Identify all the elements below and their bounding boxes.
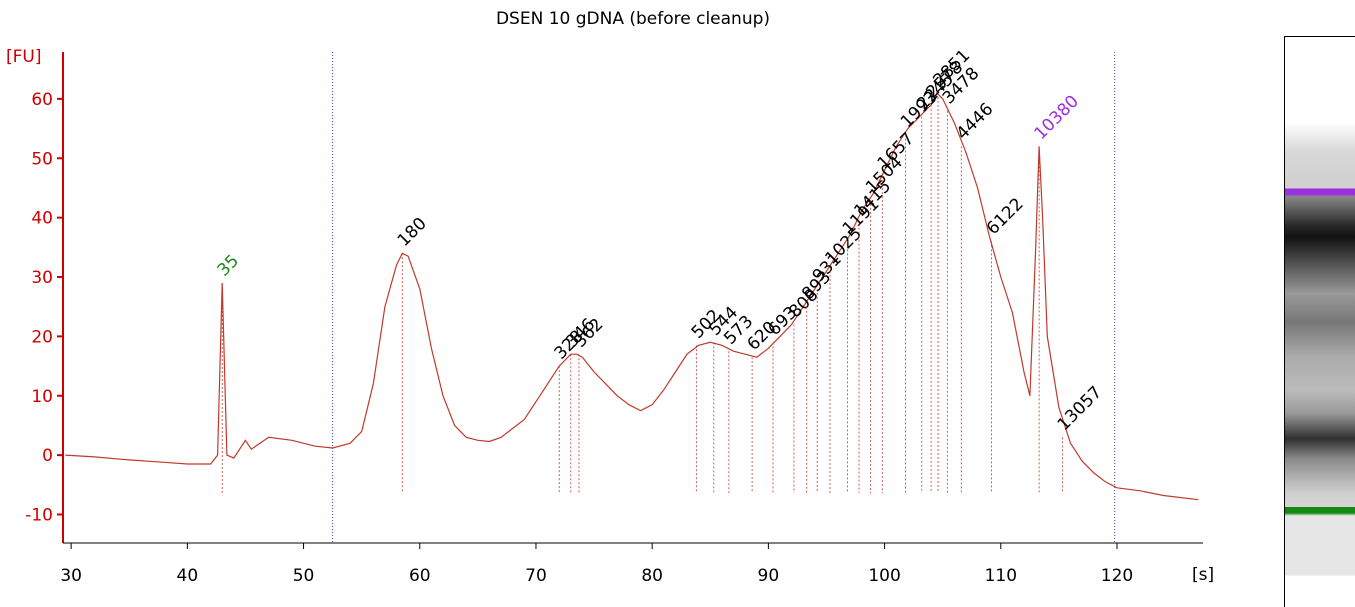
y-tick-label: 50 [31,149,53,169]
x-tick-label: 80 [641,566,663,586]
x-tick-label: 30 [60,566,82,586]
y-tick-label: 40 [31,209,53,229]
y-tick-label: 30 [31,268,53,288]
x-tick-label: 120 [1101,566,1133,586]
x-tick-label: 90 [758,566,780,586]
x-tick-label: 50 [293,566,315,586]
peak-label: 10380 [1031,92,1083,144]
peak-label: 35 [214,251,243,280]
trace [65,91,1199,501]
y-tick-label: 10 [31,387,53,407]
x-tick-label: 40 [177,566,199,586]
x-axis-label: [s] [1192,565,1214,585]
gel-lane [1284,36,1355,607]
peak-label: 6122 [983,194,1028,239]
peak-label: 180 [394,214,431,251]
chart: DSEN 10 gDNA (before cleanup) [FU] [s] -… [6,9,1214,586]
x-tick-label: 100 [868,566,900,586]
y-tick-label: 20 [31,327,53,347]
y-tick-label: -10 [25,506,53,526]
x-tick-label: 70 [525,566,547,586]
chart-title: DSEN 10 gDNA (before cleanup) [496,9,770,29]
y-axis-label: [FU] [6,47,42,67]
y-tick-label: 60 [31,90,53,110]
x-tick-label: 110 [985,566,1017,586]
peak-label: 13057 [1054,382,1106,434]
peak-label: 4446 [953,99,998,144]
y-tick-label: 0 [42,446,53,466]
x-tick-label: 60 [409,566,431,586]
